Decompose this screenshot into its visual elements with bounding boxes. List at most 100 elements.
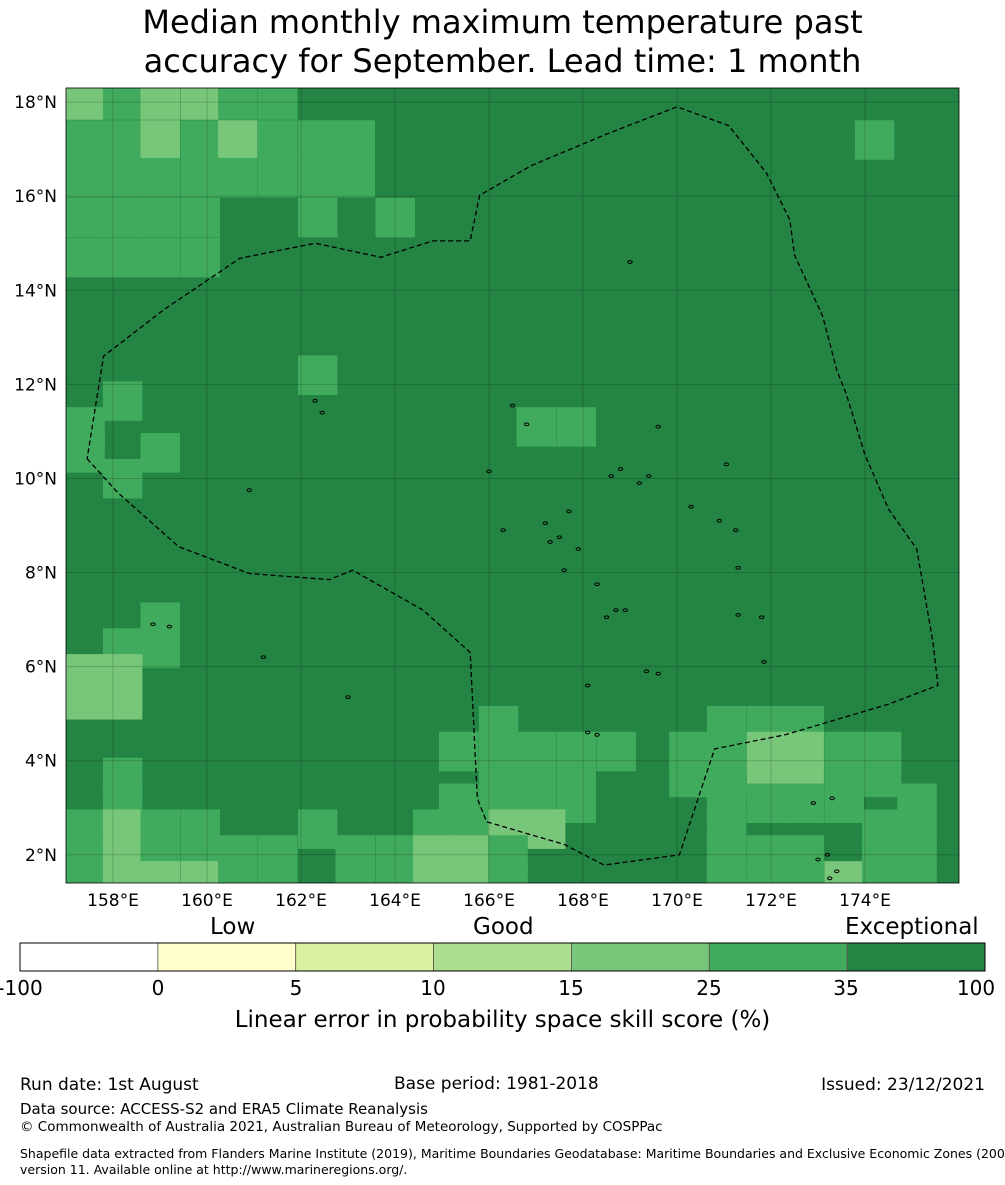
skill-cell [66, 680, 105, 720]
island-outline [735, 565, 741, 570]
island-outline [603, 615, 610, 620]
skill-cell [140, 861, 181, 883]
lon-tick-label: 164°E [369, 891, 421, 911]
island-outline [834, 869, 840, 874]
skill-cell [180, 88, 220, 120]
island-outline [166, 624, 173, 629]
island-outline [613, 608, 619, 613]
skill-cell [450, 861, 491, 883]
colorbar-segment [433, 942, 572, 972]
island-outline [655, 424, 661, 429]
island-outline [622, 608, 628, 613]
skill-cell [746, 783, 787, 824]
colorbar-tick: 25 [696, 976, 722, 1000]
colorbar-tick: 35 [833, 976, 859, 1000]
skill-cell [488, 861, 528, 883]
skill-cell [102, 381, 143, 421]
lat-tick-label: 8°N [25, 564, 57, 584]
island-outline [345, 695, 351, 700]
island-outline [594, 732, 600, 737]
skill-cell [180, 237, 220, 278]
island-outline [733, 528, 739, 533]
skill-cell [335, 157, 376, 198]
skill-cell [218, 120, 258, 160]
skill-cell [413, 861, 453, 883]
island-outline [542, 521, 549, 526]
skill-cell [897, 861, 937, 883]
map-frame [65, 87, 960, 884]
skill-cell [375, 861, 416, 883]
island-outline [509, 403, 516, 408]
skill-cells [66, 88, 937, 883]
island-outline [312, 398, 318, 403]
lon-tick-label: 162°E [275, 891, 327, 911]
lon-tick-label: 160°E [181, 891, 233, 911]
skill-cell [102, 157, 143, 198]
skill-cell [180, 120, 220, 160]
shapefile-credit-line-1: Shapefile data extracted from Flanders M… [20, 1146, 1005, 1161]
colorbar-tick: 0 [151, 976, 165, 1000]
skill-cell [335, 861, 376, 883]
island-outline [655, 671, 661, 676]
skill-cell [375, 197, 416, 238]
skill-cell [746, 861, 787, 883]
lon-tick-label: 170°E [651, 891, 703, 911]
skill-cell [556, 407, 596, 447]
skill-cell [297, 355, 338, 395]
lat-tick-label: 18°N [14, 93, 57, 113]
skill-cell [102, 120, 143, 160]
skill-cell [102, 88, 143, 120]
island-outline [585, 730, 591, 735]
skill-cell [257, 157, 298, 198]
skill-cell [297, 120, 338, 160]
skill-cell [140, 628, 181, 668]
islands [150, 260, 840, 881]
skill-cell [140, 197, 181, 238]
island-outline [575, 547, 581, 551]
skill-cell [257, 120, 298, 160]
eez-boundary [86, 106, 939, 866]
colorbar-segment [571, 942, 710, 972]
lat-tick-label: 10°N [14, 469, 57, 489]
lat-tick-label: 4°N [25, 752, 57, 772]
copyright: © Commonwealth of Australia 2021, Austra… [20, 1119, 663, 1135]
skill-cell [102, 237, 143, 278]
island-outline [829, 796, 835, 801]
island-outline [617, 467, 624, 471]
chart-title: Median monthly maximum temperature past … [0, 3, 1005, 81]
lat-tick-label: 2°N [25, 846, 57, 866]
skill-cell [257, 88, 298, 120]
skill-cell [66, 197, 105, 238]
island-outline [547, 540, 553, 544]
skill-cell [218, 157, 258, 198]
skill-cell [180, 861, 220, 883]
lat-tick-label: 12°N [14, 375, 57, 395]
island-outline [246, 488, 253, 493]
lat-tick-label: 14°N [14, 281, 57, 301]
island-outline [585, 683, 591, 688]
base-period: Base period: 1981-2018 [394, 1074, 599, 1094]
island-outline [716, 518, 722, 523]
skill-cell [257, 861, 298, 883]
skill-cell [218, 861, 258, 883]
skill-cell [854, 120, 895, 160]
skill-cell [66, 120, 105, 160]
skill-cell [297, 197, 338, 238]
skill-cell [218, 88, 258, 120]
island-outline [608, 474, 614, 478]
title-line-1: Median monthly maximum temperature past [142, 3, 863, 41]
island-outline [643, 669, 650, 674]
colorbar-segment [846, 942, 986, 972]
lon-tick-label: 174°E [839, 891, 891, 911]
lon-tick-label: 168°E [557, 891, 609, 911]
colorbar-segment [19, 942, 159, 972]
island-outline [260, 655, 267, 660]
skill-cell [66, 88, 105, 120]
colorbar-tick: 100 [956, 976, 996, 1000]
skill-cell [102, 458, 143, 499]
skill-cell [140, 120, 181, 160]
issued-date: Issued: 23/12/2021 [821, 1075, 985, 1095]
lon-tick-label: 158°E [87, 891, 139, 911]
skill-cell [824, 861, 864, 883]
skill-cell [180, 197, 220, 238]
